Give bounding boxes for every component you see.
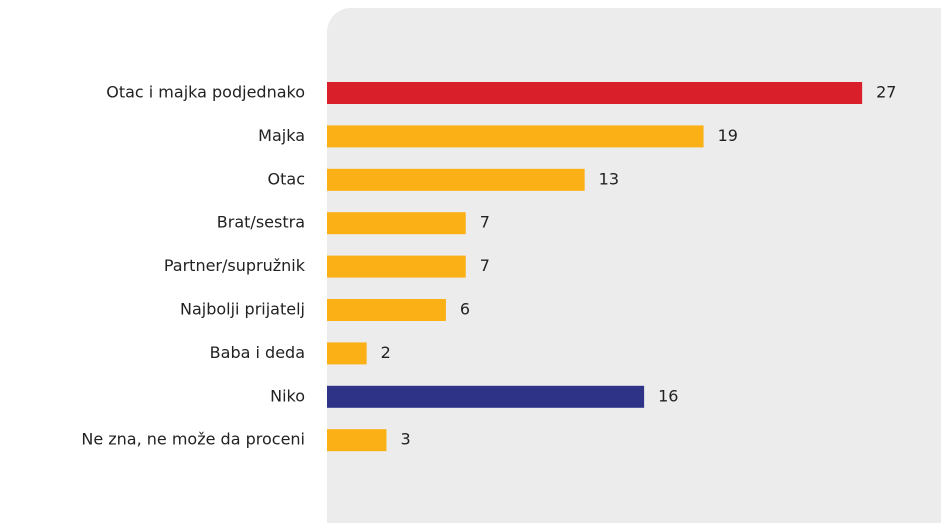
- value-label: 27: [876, 83, 896, 102]
- value-label: 7: [480, 256, 490, 275]
- bar: [327, 212, 466, 235]
- category-label: Otac i majka podjednako: [106, 83, 305, 102]
- category-label: Baba i deda: [210, 343, 305, 362]
- category-label: Brat/sestra: [217, 213, 305, 232]
- bar: [327, 299, 446, 321]
- category-label: Najbolji prijatelj: [180, 300, 305, 319]
- value-label: 16: [658, 386, 678, 405]
- bar: [327, 255, 466, 278]
- bar: [327, 342, 367, 365]
- value-label: 2: [381, 343, 391, 362]
- value-label: 6: [460, 300, 470, 319]
- category-label: Ne zna, ne može da proceni: [81, 430, 305, 449]
- category-label: Majka: [258, 126, 305, 145]
- bar: [327, 168, 585, 191]
- bar: [327, 82, 863, 104]
- bar: [327, 385, 645, 408]
- bar: [327, 125, 704, 148]
- category-label: Otac: [268, 169, 305, 188]
- value-label: 7: [480, 213, 490, 232]
- value-label: 3: [400, 430, 410, 449]
- value-label: 19: [718, 126, 738, 145]
- category-label: Niko: [270, 386, 305, 405]
- value-label: 13: [599, 169, 619, 188]
- category-label: Partner/supružnik: [164, 256, 306, 275]
- bar: [327, 429, 387, 452]
